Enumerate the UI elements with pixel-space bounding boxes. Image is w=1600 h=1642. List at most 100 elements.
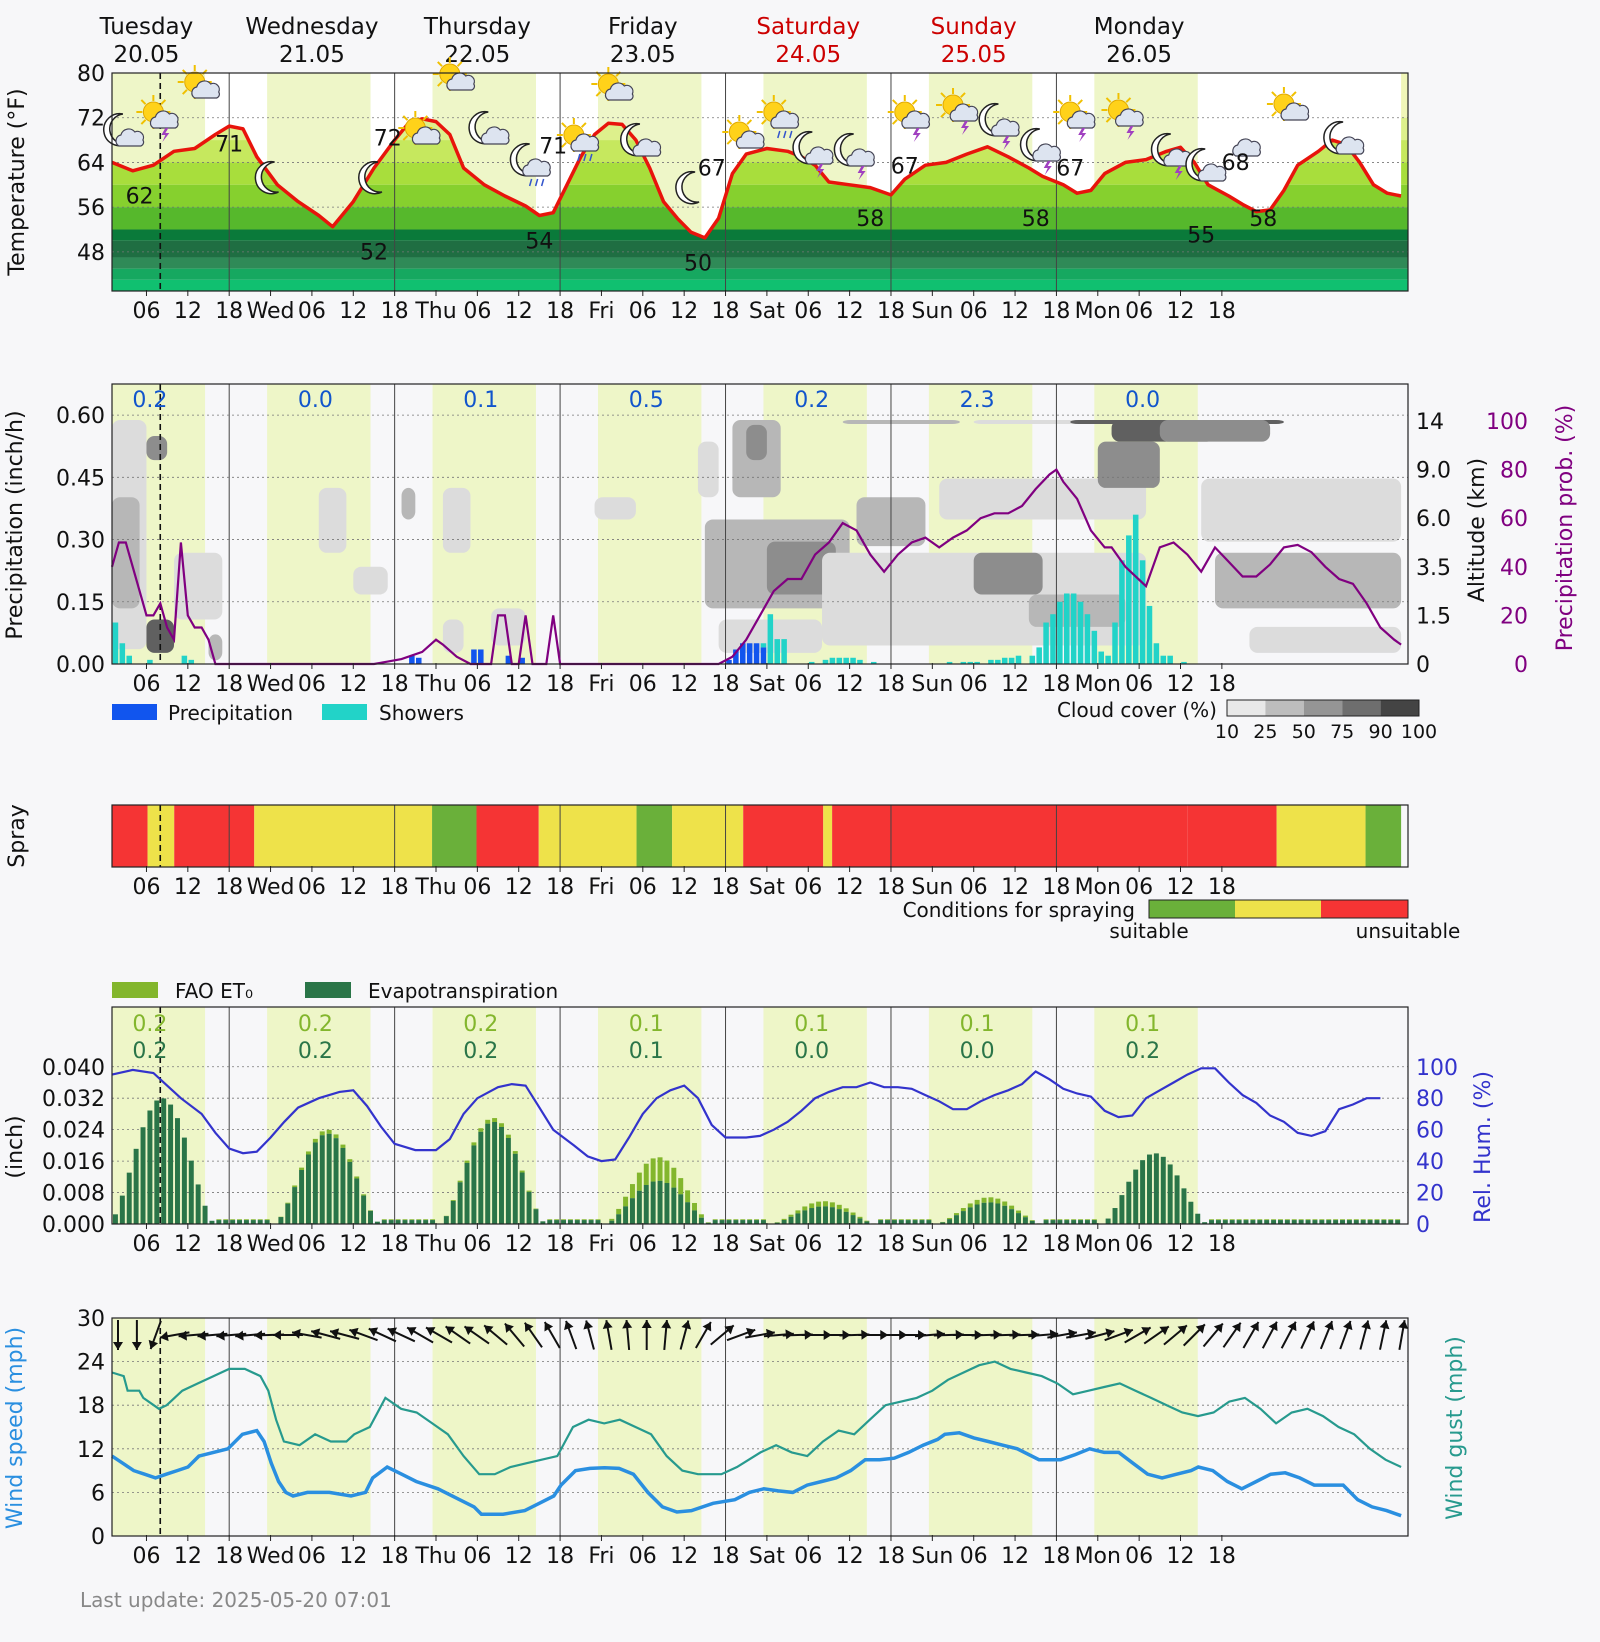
showers-bar <box>1036 647 1042 664</box>
evapotranspiration-bar <box>1319 1220 1325 1224</box>
evapotranspiration-bar <box>1236 1220 1242 1224</box>
wind-x-tick-label: Mon <box>1075 1544 1121 1569</box>
wind-arrow-head <box>1159 1326 1169 1336</box>
cloud-cover-legend-swatch <box>1227 700 1266 716</box>
temperature-x-tick-label: 06 <box>298 299 326 324</box>
day-name: Tuesday <box>99 14 194 40</box>
showers-bar <box>760 643 767 648</box>
rel-hum-y-tick: 20 <box>1416 1182 1444 1207</box>
rain-drop <box>577 153 581 162</box>
lightning-bolt <box>857 166 866 180</box>
day-date: 23.05 <box>610 42 676 68</box>
temperature-x-tick-label: 18 <box>877 299 905 324</box>
evapotranspiration-bar <box>1277 1220 1283 1224</box>
precipitation-bar <box>505 655 512 664</box>
fao-et0-bar <box>740 1219 746 1221</box>
wind-arrow-head <box>1287 1321 1297 1332</box>
wind-direction-arrow <box>329 1328 360 1340</box>
evapotranspiration-bar <box>554 1220 560 1224</box>
fao-et0-bar <box>878 1219 884 1221</box>
evapotranspiration-bar <box>1333 1220 1339 1224</box>
evapotranspiration-bar <box>237 1220 243 1224</box>
spray-condition-segment <box>538 805 637 867</box>
sun-ray <box>580 122 587 128</box>
evapotranspiration-bar <box>898 1220 904 1224</box>
fao-et0-bar <box>636 1172 642 1191</box>
fao-et0-bar <box>361 1194 367 1196</box>
wind-arrow-head <box>368 1327 379 1337</box>
evapotranspiration-bar <box>1050 1220 1056 1224</box>
showers-bar <box>1153 643 1160 664</box>
rel-hum-y-tick: 100 <box>1416 1056 1458 1081</box>
fao-et0-bar <box>395 1219 401 1221</box>
precipitation-x-tick-label: 06 <box>298 672 326 697</box>
temperature-x-tick-label: 06 <box>794 299 822 324</box>
sun-storm-icon <box>1053 95 1096 142</box>
evapotranspiration-bar <box>1147 1154 1152 1224</box>
spray-x-tick-label: 18 <box>381 875 409 900</box>
fao-et0-bar <box>898 1219 904 1221</box>
evapotranspiration-bar <box>250 1220 256 1224</box>
evapotranspiration-daylight-band <box>1094 1007 1198 1224</box>
moon-crescent <box>358 160 383 195</box>
wind-arrow-head <box>1123 1327 1133 1338</box>
evapotranspiration-x-tick-label: 18 <box>877 1232 905 1257</box>
wind-y-tick: 18 <box>77 1394 105 1419</box>
spray-condition-segment <box>112 805 148 867</box>
cloud-cover-legend-tick: 100 <box>1401 721 1437 743</box>
spray-condition-segment <box>1187 805 1277 867</box>
temperature-extreme-label: 58 <box>1022 207 1050 232</box>
fao-et0-bar <box>829 1202 835 1208</box>
sun-ray <box>402 115 409 121</box>
spray-x-tick-label: 18 <box>1208 875 1236 900</box>
wind-arrow-head <box>1177 1325 1187 1335</box>
spray-x-tick-label: 18 <box>877 875 905 900</box>
precipitation-legend-label: Precipitation <box>168 701 293 725</box>
precipitation-bar <box>409 655 415 664</box>
temperature-color-band <box>112 240 1408 258</box>
showers-bar <box>870 661 877 664</box>
evapotranspiration-bar <box>1016 1213 1021 1224</box>
fao-et0-bar <box>285 1202 291 1204</box>
spray-x-tick-label: 06 <box>1125 875 1153 900</box>
sun-ray <box>160 99 167 105</box>
evapotranspiration-x-tick-label: 12 <box>174 1232 202 1257</box>
temperature-x-tick-label: 12 <box>505 299 533 324</box>
showers-bar <box>1181 661 1187 664</box>
daily-precipitation-total: 0.2 <box>132 388 167 413</box>
evapotranspiration-bar <box>181 1137 187 1224</box>
evapotranspiration-bar <box>299 1169 305 1224</box>
rain-drop <box>583 153 587 162</box>
wind-arrow-head <box>311 1328 321 1339</box>
fao-et0-bar <box>340 1144 346 1148</box>
fao-et0-bar <box>457 1180 463 1183</box>
evapotranspiration-bar <box>774 1222 780 1224</box>
evapotranspiration-bar <box>926 1220 932 1224</box>
cloud-cover-area <box>491 608 526 646</box>
evapotranspiration-bar <box>354 1178 360 1224</box>
cloud-cover-area <box>1097 441 1160 488</box>
wind-direction-arrow <box>148 1320 162 1350</box>
sun-ray <box>1271 111 1277 117</box>
evapotranspiration-bar <box>816 1206 822 1224</box>
fao-et0-bar <box>478 1128 484 1132</box>
daily-et0-total: 0.1 <box>794 1012 829 1037</box>
day-name: Wednesday <box>245 14 378 40</box>
evapotranspiration-bar <box>112 1214 118 1224</box>
temperature-x-tick-label: 12 <box>836 299 864 324</box>
evapotranspiration-bar <box>698 1217 704 1224</box>
spray-x-tick-label: Sun <box>911 875 953 900</box>
lightning-bolt <box>1126 126 1135 140</box>
evapotranspiration-bar <box>1202 1222 1208 1224</box>
fao-et0-bar <box>1250 1219 1256 1221</box>
showers-bar <box>822 659 829 664</box>
precipitation-daylight-band <box>598 384 702 664</box>
fao-et0-bar <box>1002 1201 1008 1206</box>
cloud-cover-area <box>1214 552 1402 609</box>
precipitation-x-tick-label: 06 <box>960 672 988 697</box>
et0-legend-swatch <box>112 982 158 998</box>
fao-et0-bar <box>643 1163 649 1185</box>
wind-arrow-head <box>131 1342 142 1350</box>
fao-et0-bar <box>1326 1219 1332 1221</box>
